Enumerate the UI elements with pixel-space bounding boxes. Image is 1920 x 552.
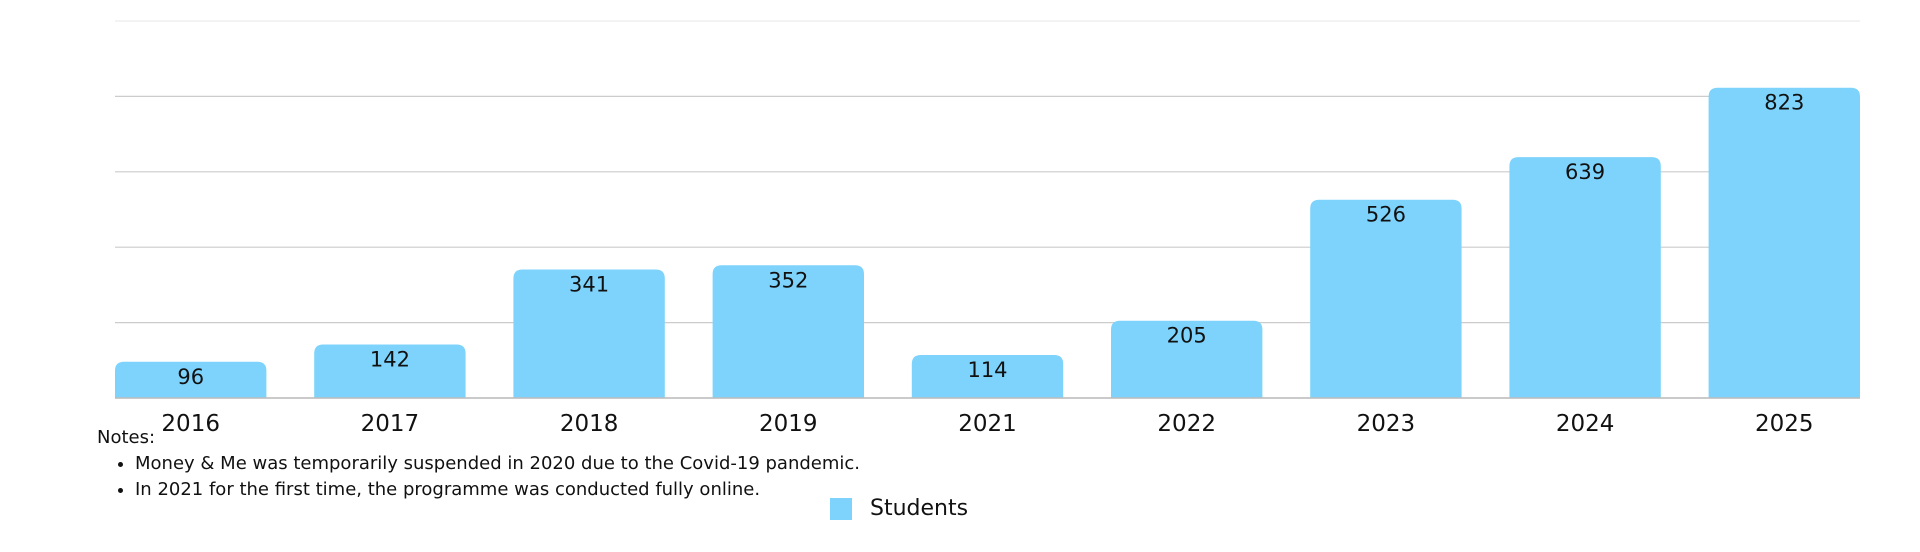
data-label-2023: 526 [1366,203,1406,227]
data-label-2018: 341 [569,272,609,296]
data-label-2025: 823 [1764,91,1804,115]
x-tick-2017: 2017 [361,411,420,437]
bar-2017 [314,344,466,398]
bar-2023 [1310,199,1462,398]
bar-2022 [1111,320,1263,398]
bar-2025 [1708,87,1860,398]
bar-2019 [712,265,864,398]
note-item: Money & Me was temporarily suspended in … [135,451,860,477]
x-tick-labels: 2016 2017 2018 2019 2021 2022 2023 2024 2025 [161,411,1813,437]
x-tick-2018: 2018 [560,411,619,437]
data-label-2022: 205 [1167,324,1207,348]
x-tick-2025: 2025 [1755,411,1814,437]
note-item: In 2021 for the first time, the programm… [135,477,860,503]
bar-2021 [911,355,1064,398]
x-tick-2024: 2024 [1556,411,1615,437]
x-tick-2021: 2021 [958,411,1017,437]
notes-title: Notes: [97,427,156,448]
bar-2016 [115,361,267,398]
x-tick-2022: 2022 [1157,411,1216,437]
bars [115,87,1860,398]
x-tick-2023: 2023 [1357,411,1416,437]
legend: Students [830,496,968,521]
data-label-2021: 114 [967,358,1007,382]
notes-list: Money & Me was temporarily suspended in … [97,451,860,503]
data-label-2016: 96 [177,365,204,389]
x-tick-2019: 2019 [759,411,818,437]
data-labels: 96 142 341 352 114 205 526 639 823 [177,91,1804,389]
notes: Notes: Money & Me was temporarily suspen… [97,425,860,503]
legend-label-students: Students [870,496,969,521]
bar-2024 [1509,157,1661,398]
data-label-2024: 639 [1565,160,1605,184]
bar-2018 [513,269,665,398]
data-label-2017: 142 [370,347,410,371]
legend-swatch [830,497,852,520]
data-label-2019: 352 [768,268,808,292]
x-tick-2016: 2016 [161,411,220,437]
